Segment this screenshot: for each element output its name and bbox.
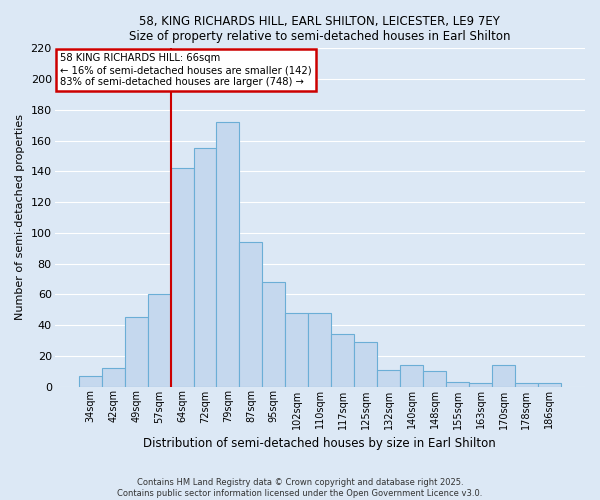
- Bar: [515, 384, 538, 386]
- Bar: [423, 371, 446, 386]
- Bar: [331, 334, 354, 386]
- Bar: [125, 318, 148, 386]
- Bar: [308, 312, 331, 386]
- Bar: [262, 282, 286, 387]
- Text: 58 KING RICHARDS HILL: 66sqm
← 16% of semi-detached houses are smaller (142)
83%: 58 KING RICHARDS HILL: 66sqm ← 16% of se…: [60, 54, 311, 86]
- Bar: [538, 384, 561, 386]
- Bar: [79, 376, 101, 386]
- Bar: [239, 242, 262, 386]
- Bar: [492, 365, 515, 386]
- Bar: [217, 122, 239, 386]
- Bar: [400, 365, 423, 386]
- Title: 58, KING RICHARDS HILL, EARL SHILTON, LEICESTER, LE9 7EY
Size of property relati: 58, KING RICHARDS HILL, EARL SHILTON, LE…: [129, 15, 511, 43]
- Bar: [469, 384, 492, 386]
- Bar: [170, 168, 194, 386]
- Text: Contains HM Land Registry data © Crown copyright and database right 2025.
Contai: Contains HM Land Registry data © Crown c…: [118, 478, 482, 498]
- Bar: [194, 148, 217, 386]
- X-axis label: Distribution of semi-detached houses by size in Earl Shilton: Distribution of semi-detached houses by …: [143, 437, 496, 450]
- Y-axis label: Number of semi-detached properties: Number of semi-detached properties: [15, 114, 25, 320]
- Bar: [101, 368, 125, 386]
- Bar: [354, 342, 377, 386]
- Bar: [286, 312, 308, 386]
- Bar: [377, 370, 400, 386]
- Bar: [148, 294, 170, 386]
- Bar: [446, 382, 469, 386]
